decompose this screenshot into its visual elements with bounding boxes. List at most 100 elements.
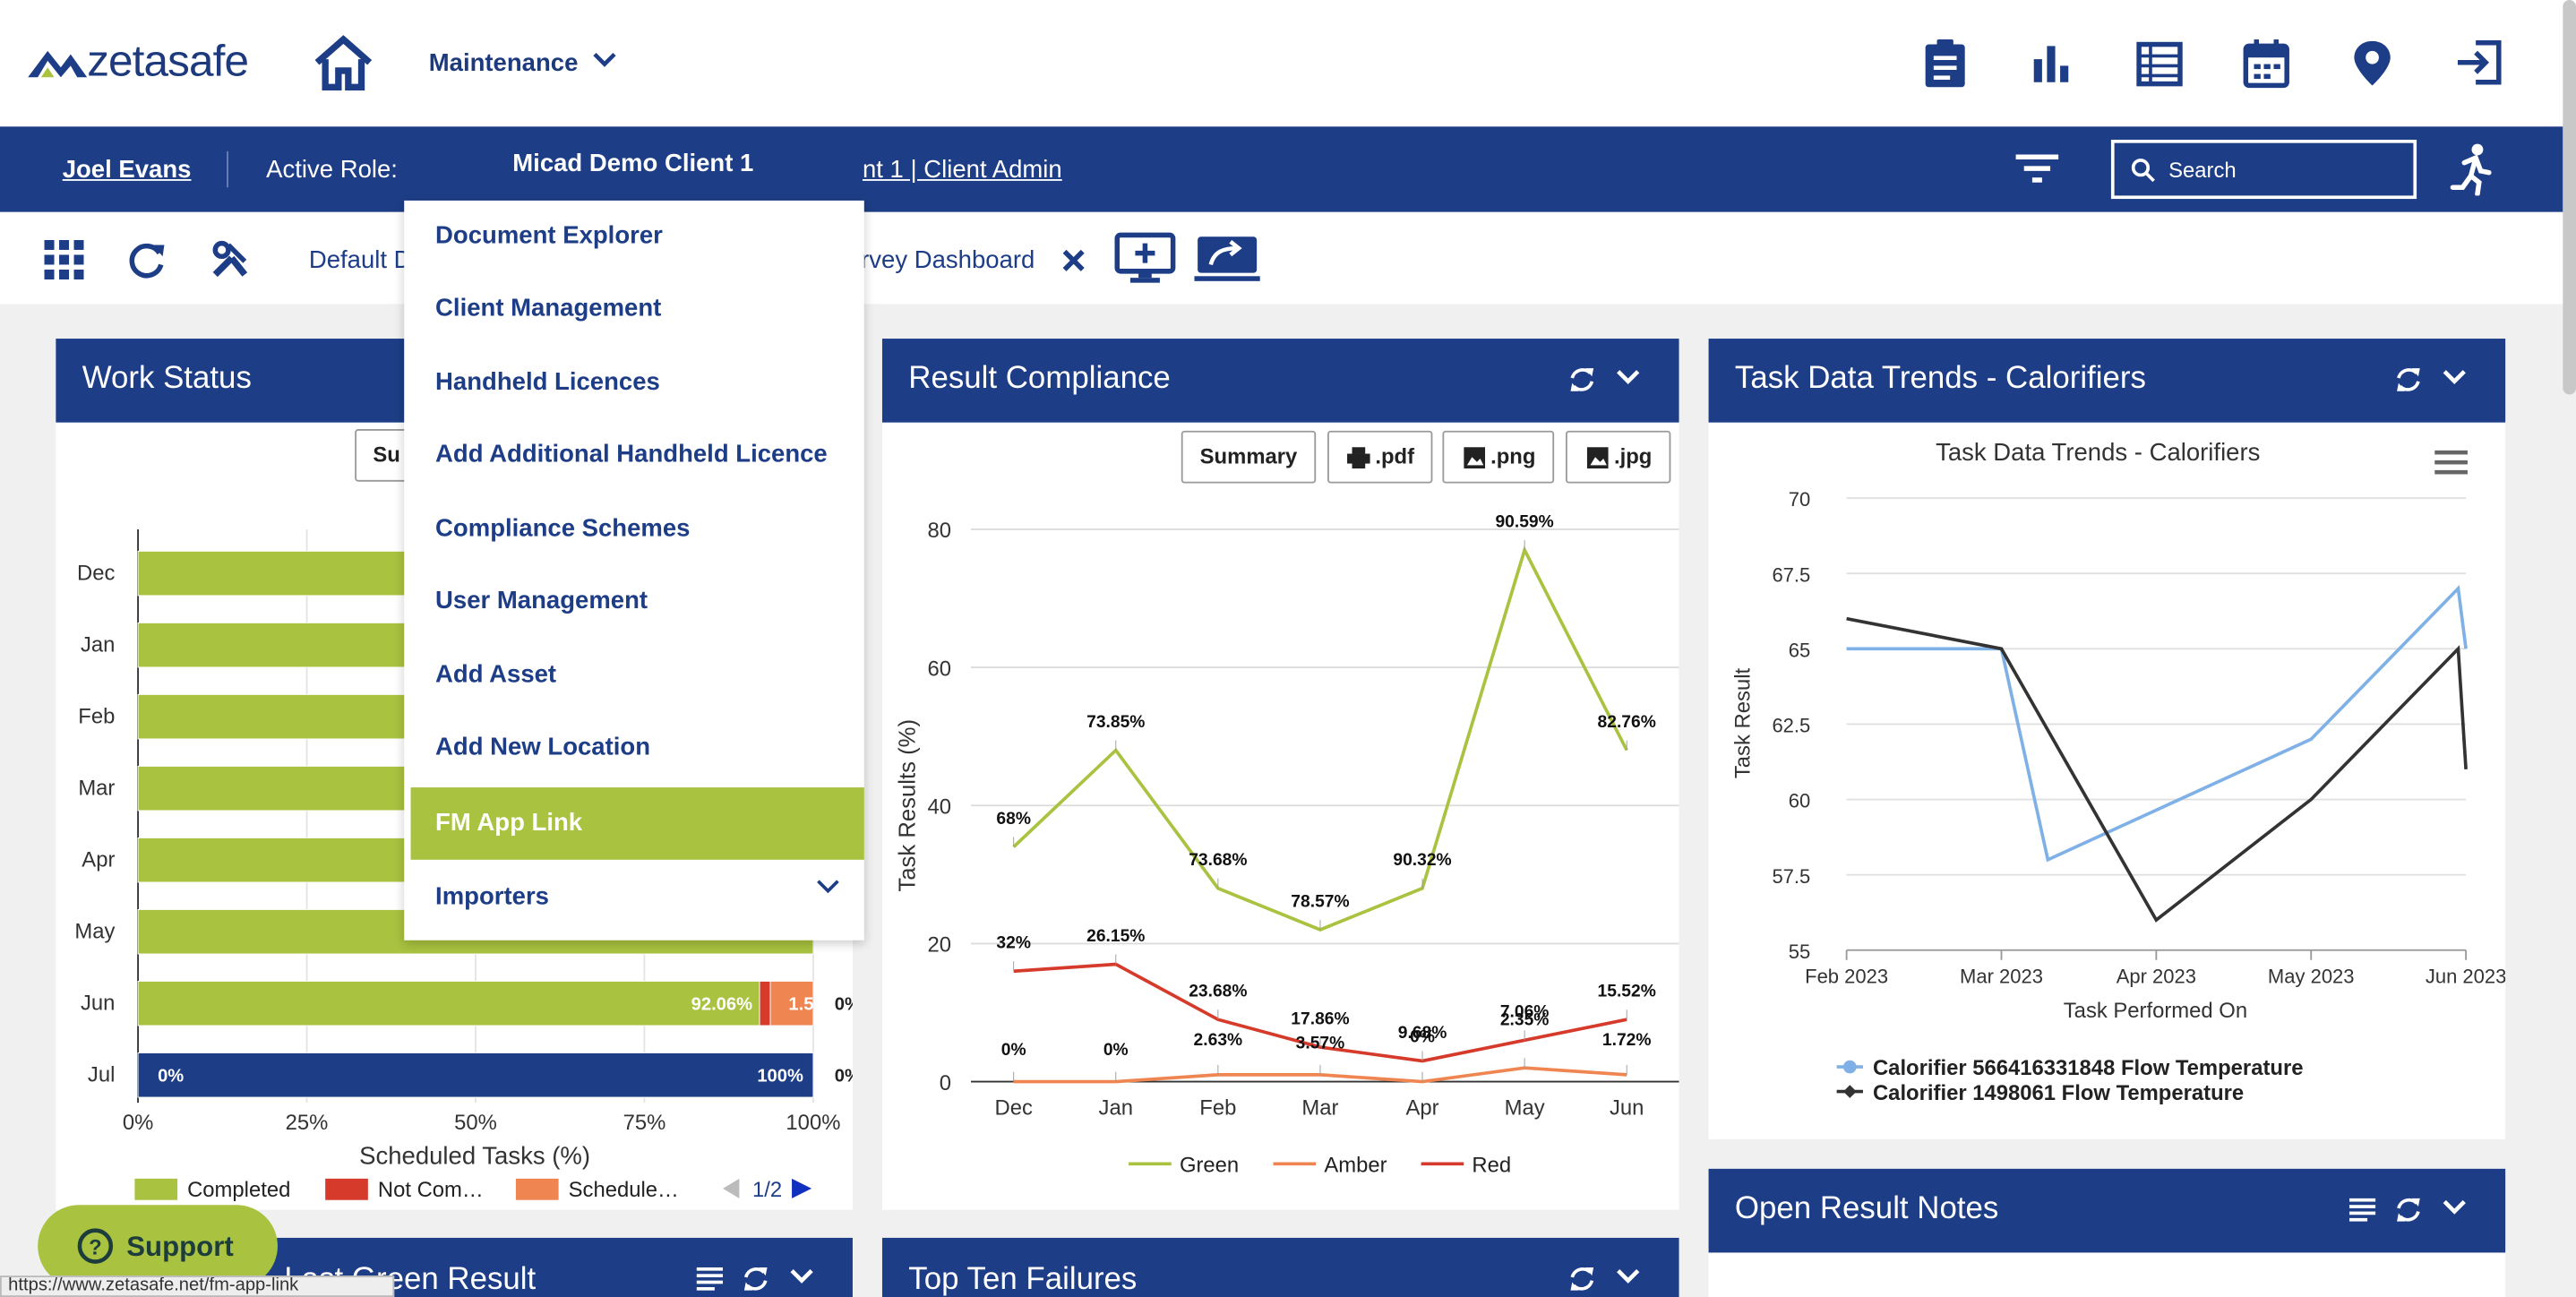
data-label: 0% xyxy=(158,1067,184,1087)
summary-button[interactable]: Summary xyxy=(1181,430,1317,484)
list-icon[interactable] xyxy=(2348,1197,2376,1223)
chevron-down-icon[interactable] xyxy=(593,52,616,69)
data-label-red: 26.15% xyxy=(1086,927,1145,946)
data-label-green: 90.59% xyxy=(1495,512,1553,531)
list-icon[interactable] xyxy=(696,1266,724,1292)
menu-item-fm-app-link[interactable]: FM App Link xyxy=(410,787,864,860)
role-link[interactable]: nt 1 | Client Admin xyxy=(862,156,1062,185)
panel-title: Work Status xyxy=(82,361,252,397)
y-tick-label: Feb xyxy=(78,704,115,728)
svg-text:?: ? xyxy=(89,1235,102,1259)
x-tick-label: Feb xyxy=(1199,1095,1236,1120)
survey-dashboard-tab[interactable]: rvey Dashboard xyxy=(861,246,1035,275)
png-export-button[interactable]: .png xyxy=(1442,430,1555,484)
open-notes-header: Open Result Notes xyxy=(1708,1168,2506,1253)
series-line-green xyxy=(1012,545,1628,932)
maintenance-menu[interactable]: Maintenance xyxy=(428,49,579,78)
top-bar: zetasafe Maintenance xyxy=(0,0,2576,127)
jpg-label: .jpg xyxy=(1613,443,1653,469)
legend-label: Calorifier 566416331848 Flow Temperature xyxy=(1873,1056,2304,1080)
y-tick-label: 20 xyxy=(927,933,951,958)
bar-chart-icon[interactable] xyxy=(2026,36,2079,89)
refresh-icon[interactable] xyxy=(2393,365,2423,394)
add-dashboard-icon[interactable] xyxy=(1114,232,1177,285)
menu-item-add-new-location[interactable]: Add New Location xyxy=(435,733,651,761)
x-tick-label: 0% xyxy=(123,1111,153,1135)
search-input[interactable]: Search xyxy=(2110,139,2417,200)
status-bar-url: https://www.zetasafe.net/fm-app-link xyxy=(0,1276,395,1297)
filter-icon[interactable] xyxy=(2015,153,2059,186)
refresh-icon[interactable] xyxy=(125,238,167,281)
panel-title: Result Compliance xyxy=(908,361,1171,397)
admin-dropdown-menu: Document Explorer Client Management Handhe… xyxy=(404,200,864,941)
series-line-1 xyxy=(1846,585,2468,863)
menu-item-document-explorer[interactable]: Document Explorer xyxy=(435,221,663,250)
chevron-down-icon[interactable] xyxy=(2443,370,2466,386)
legend-label: Calorifier 1498061 Flow Temperature xyxy=(1873,1081,2244,1105)
clipboard-icon[interactable] xyxy=(1919,36,1971,89)
legend-swatch xyxy=(515,1178,559,1200)
image-icon xyxy=(1586,447,1609,469)
x-tick-label: Jun 2023 xyxy=(2426,965,2505,987)
menu-item-add-additional-handheld-licence[interactable]: Add Additional Handheld Licence xyxy=(435,440,828,469)
close-tab-icon[interactable] xyxy=(1062,249,1085,271)
running-person-icon[interactable] xyxy=(2448,143,2494,196)
menu-item-compliance-schemes[interactable]: Compliance Schemes xyxy=(435,514,691,543)
data-label-amber: 0% xyxy=(1103,1041,1129,1060)
x-axis-title: Task Performed On xyxy=(2064,999,2247,1023)
toolbar: Default D rvey Dashboard xyxy=(0,211,2563,305)
x-tick-label: 75% xyxy=(623,1111,666,1135)
share-dashboard-icon[interactable] xyxy=(1194,234,1260,283)
chevron-down-icon[interactable] xyxy=(790,1269,813,1285)
data-label-green: 68% xyxy=(996,810,1031,829)
data-label-green: 82.76% xyxy=(1598,713,1656,732)
y-tick-label: 60 xyxy=(927,657,951,681)
help-icon: ? xyxy=(77,1228,114,1264)
calendar-icon[interactable] xyxy=(2239,36,2292,89)
image-icon xyxy=(1464,447,1486,469)
x-axis-title: Scheduled Tasks (%) xyxy=(359,1141,590,1169)
menu-item-handheld-licences[interactable]: Handheld Licences xyxy=(435,368,660,397)
data-label-green: 73.85% xyxy=(1086,713,1145,732)
legend-swatch xyxy=(325,1178,368,1200)
chevron-down-icon[interactable] xyxy=(1617,1269,1640,1285)
active-client[interactable]: Micad Demo Client 1 xyxy=(512,150,754,178)
refresh-icon[interactable] xyxy=(2393,1195,2423,1224)
pdf-label: .pdf xyxy=(1375,443,1415,469)
logo-text[interactable]: zetasafe xyxy=(87,36,249,86)
data-label-amber: 1.72% xyxy=(1602,1031,1652,1050)
refresh-icon[interactable] xyxy=(1567,1264,1597,1293)
chevron-down-icon[interactable] xyxy=(817,880,840,896)
support-button[interactable]: ? Support xyxy=(38,1205,278,1287)
legend-label: Schedule… xyxy=(569,1178,679,1202)
data-label: 0% xyxy=(835,1067,853,1087)
y-tick-label: Apr xyxy=(82,848,115,872)
dashboard-tab[interactable]: Default D xyxy=(308,246,412,275)
chevron-down-icon[interactable] xyxy=(1617,370,1640,386)
jpg-export-button[interactable]: .jpg xyxy=(1565,430,1671,484)
logout-icon[interactable] xyxy=(2452,36,2505,89)
bar-schedule--jun xyxy=(769,980,814,1026)
menu-item-add-asset[interactable]: Add Asset xyxy=(435,660,557,689)
apps-grid-icon[interactable] xyxy=(44,239,84,279)
user-name-link[interactable]: Joel Evans xyxy=(62,156,192,185)
menu-item-user-management[interactable]: User Management xyxy=(435,587,648,615)
panel-title: Open Result Notes xyxy=(1734,1191,1999,1227)
list-table-icon[interactable] xyxy=(2133,36,2185,89)
legend-label: Green xyxy=(1180,1154,1239,1178)
menu-item-client-management[interactable]: Client Management xyxy=(435,294,662,322)
refresh-icon[interactable] xyxy=(1567,365,1597,394)
pdf-export-button[interactable]: .pdf xyxy=(1327,430,1433,484)
chevron-down-icon[interactable] xyxy=(2443,1199,2466,1216)
home-icon[interactable] xyxy=(312,33,374,92)
refresh-icon[interactable] xyxy=(741,1264,770,1293)
tools-icon[interactable] xyxy=(209,238,252,281)
x-tick-label: May xyxy=(1505,1095,1545,1120)
menu-item-importers[interactable]: Importers xyxy=(435,882,549,911)
page-scrollbar[interactable] xyxy=(2563,0,2576,395)
data-label: 0% xyxy=(835,995,853,1015)
bar-not-com--jun xyxy=(759,980,771,1026)
zetasafe-logo-icon xyxy=(28,50,88,78)
map-pin-icon[interactable] xyxy=(2346,36,2399,89)
chart-menu-icon[interactable] xyxy=(2433,449,2469,475)
